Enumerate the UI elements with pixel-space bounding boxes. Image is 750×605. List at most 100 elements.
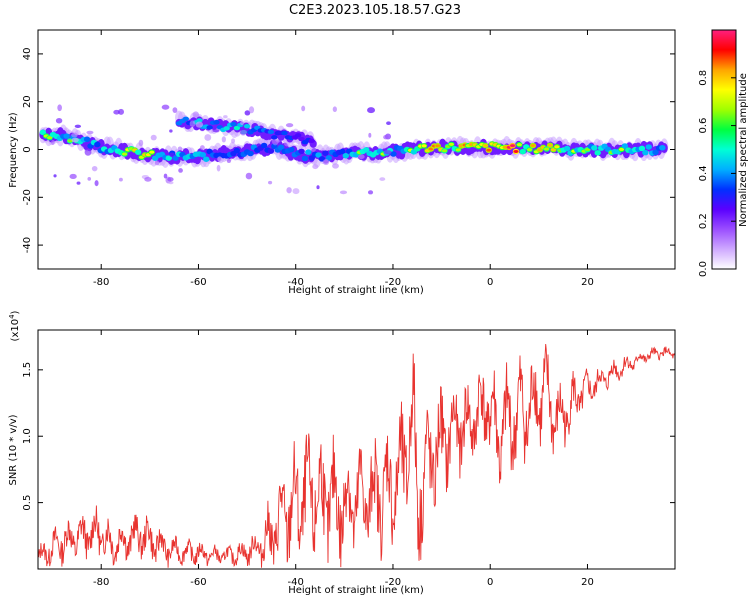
- spectrogram-x-tick-label: -80: [93, 277, 109, 288]
- spectrogram-noise-blob: [53, 174, 56, 177]
- colorbar-tick-label: 0.8: [698, 70, 709, 86]
- spectrogram-ridge-mid: [343, 153, 349, 159]
- spectrogram-noise-blob: [204, 134, 211, 141]
- spectrogram-noise-blob: [286, 123, 293, 127]
- spectrogram-noise-blob: [193, 111, 200, 117]
- spectrogram-ridge-core: [530, 144, 535, 147]
- colorbar-gradient: [712, 30, 736, 269]
- spectrogram-noise-blob: [301, 106, 305, 112]
- colorbar-tick-label: 0.0: [698, 261, 709, 277]
- spectrogram-ridge-mid: [261, 143, 267, 149]
- spectrogram-y-tick-label: 20: [22, 95, 33, 108]
- spectrogram-ridge-mid: [642, 150, 648, 156]
- spectrogram-noise-blob: [240, 130, 247, 135]
- spectrogram-noise-blob: [167, 177, 173, 181]
- spectrogram-ridge-core: [483, 144, 488, 147]
- spectrogram-noise-blob: [268, 181, 272, 184]
- spectrogram-ridge-mid: [302, 156, 308, 162]
- spectrogram-noise-blob: [223, 115, 228, 118]
- spectrogram-noise-blob: [144, 177, 151, 182]
- spectrogram-ridge-mid: [591, 145, 597, 151]
- spectrogram-ridge-mid: [298, 149, 304, 155]
- spectrogram-noise-blob: [92, 166, 98, 171]
- snr-y-label: SNR (10 * v/v): [8, 414, 19, 485]
- spectrogram-ridge-core: [513, 150, 518, 153]
- spectrogram-noise-blob: [87, 177, 91, 181]
- spectrogram-ridge-core: [435, 144, 440, 147]
- spectrogram-ridge-core: [449, 143, 454, 146]
- spectrogram-noise-blob: [169, 152, 174, 157]
- spectrogram-noise-blob: [95, 180, 99, 186]
- spectrogram-noise-blob: [222, 136, 226, 142]
- spectrogram-upper-branch-mid: [268, 130, 274, 134]
- spectrogram-noise-blob: [212, 129, 219, 132]
- spectrogram-ridge-mid: [94, 142, 100, 148]
- spectrogram-noise-blob: [221, 146, 225, 150]
- spectrogram-ridge-mid: [268, 148, 274, 154]
- spectrogram-noise-blob: [71, 133, 78, 138]
- spectrogram-ridge-core: [544, 148, 549, 151]
- colorbar-label: Normalized spectral amplitude: [738, 73, 749, 227]
- spectrogram-noise-blob: [151, 135, 157, 141]
- spectrogram-noise-blob: [178, 168, 183, 173]
- snr-y-scale-label: (x104): [8, 310, 21, 341]
- snr-x-tick-label: -80: [93, 577, 109, 588]
- spectrogram-noise-blob: [249, 106, 254, 113]
- spectrogram-noise-blob: [162, 105, 170, 110]
- colorbar-tick-label: 0.2: [698, 213, 709, 229]
- spectrogram-ridge-mid: [63, 133, 69, 139]
- spectrogram-noise-blob: [71, 138, 78, 143]
- spectrogram-ridge-core: [554, 145, 559, 148]
- spectrogram-ridge-core: [149, 151, 154, 154]
- spectrogram-noise-blob: [358, 154, 365, 159]
- spectrogram-y-tick-label: 40: [22, 48, 33, 61]
- spectrogram-ridge-mid: [200, 152, 206, 158]
- spectrogram-ridge-mid: [646, 144, 652, 150]
- spectrogram-ridge-core: [456, 148, 461, 151]
- spectrogram-ridge-core: [547, 144, 552, 147]
- spectrogram-ridge-mid: [520, 149, 526, 155]
- spectrogram-ridge-mid: [594, 150, 600, 156]
- spectrogram-ridge-mid: [247, 151, 253, 157]
- figure-title: C2E3.2023.105.18.57.G23: [289, 3, 461, 18]
- snr-x-label: Height of straight line (km): [288, 585, 424, 596]
- spectrogram-noise-blob: [240, 121, 244, 125]
- spectrogram-noise-blob: [386, 121, 391, 125]
- spectrogram-y-tick-label: 0: [22, 146, 33, 152]
- spectrogram-upper-branch-mid: [244, 124, 250, 128]
- spectrogram-upper-branch-mid: [230, 122, 236, 126]
- spectrogram-noise-blob: [155, 160, 160, 165]
- spectrogram-noise-blob: [286, 187, 291, 193]
- spectrogram-noise-blob: [332, 163, 339, 168]
- spectrogram-noise-blob: [139, 140, 144, 147]
- spectrogram-ridge-core: [122, 153, 127, 156]
- spectrogram-noise-blob: [383, 135, 388, 139]
- spectrogram-ridge-mid: [84, 137, 90, 143]
- spectrogram-x-tick-label: 0: [487, 277, 493, 288]
- spectrogram-y-tick-label: -20: [22, 189, 33, 205]
- spectrogram-noise-blob: [217, 156, 222, 161]
- spectrogram-upper-branch-mid: [309, 139, 315, 143]
- snr-x-tick-label: 0: [487, 577, 493, 588]
- spectrogram-noise-blob: [379, 177, 385, 181]
- spectrogram-noise-blob: [368, 133, 371, 138]
- snr-x-tick-label: 20: [581, 577, 594, 588]
- spectrogram-noise-blob: [196, 122, 203, 128]
- spectrogram-noise-blob: [168, 181, 173, 184]
- spectrogram-ridge-core: [619, 148, 624, 151]
- spectrogram-noise-blob: [164, 174, 168, 179]
- spectrogram-noise-blob: [113, 110, 120, 115]
- spectrogram-ridge-core: [510, 144, 515, 147]
- spectrogram-x-label: Height of straight line (km): [288, 285, 424, 296]
- spectrogram-noise-blob: [333, 106, 337, 112]
- spectrogram-noise-blob: [169, 129, 172, 132]
- spectrogram-noise-blob: [231, 138, 235, 143]
- spectrogram-noise-blob: [323, 159, 329, 165]
- spectrogram-upper-branch-mid: [295, 133, 301, 137]
- spectrogram-ridge-mid: [203, 156, 209, 162]
- spectrogram-noise-blob: [340, 190, 347, 194]
- spectrogram-noise-blob: [312, 164, 318, 169]
